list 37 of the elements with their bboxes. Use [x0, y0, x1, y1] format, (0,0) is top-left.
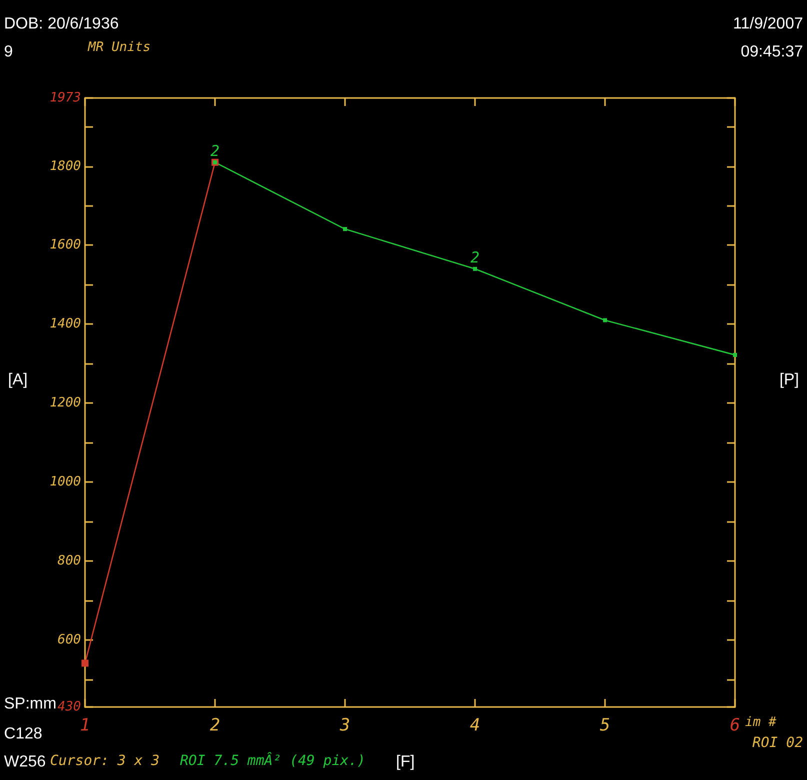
- text: C128: [4, 726, 42, 742]
- x-tick-label: 3: [338, 716, 350, 736]
- annotation: 2: [470, 248, 480, 266]
- y-tick-label: 430: [58, 700, 82, 714]
- text: W256: [4, 754, 46, 770]
- y-tick-label: 1973: [50, 90, 81, 106]
- text: ROI 7.5 mmÂ² (49 pix.): [180, 752, 366, 769]
- text: 11/9/2007: [733, 16, 804, 32]
- point: [473, 266, 477, 271]
- x-tick-label: 2: [210, 716, 220, 736]
- text: 9: [4, 44, 13, 60]
- y-tick-label: 1600: [50, 238, 82, 253]
- text: [F]: [396, 754, 415, 770]
- point: [733, 352, 737, 357]
- text: [A]: [8, 372, 28, 388]
- y-tick-label: 600: [58, 632, 82, 648]
- text: SP:mm: [4, 696, 56, 712]
- y-tick-label: 800: [58, 553, 82, 568]
- text: [P]: [779, 372, 799, 388]
- x-tick-label: 1: [80, 716, 90, 736]
- y-tick-label: 1200: [50, 396, 82, 411]
- text: 09:45:37: [740, 44, 804, 60]
- point: [343, 227, 347, 232]
- y-tick-label: 1000: [50, 474, 82, 490]
- x-tick-label: 6: [730, 716, 740, 736]
- y-tick-label: 1400: [50, 316, 82, 332]
- x-tick-label: 5: [600, 716, 610, 736]
- text: ROI 02: [752, 735, 804, 751]
- y-tick-label: 1800: [50, 158, 82, 174]
- x-axis-title: im #: [745, 715, 776, 730]
- text: DOB: 20/6/1936: [4, 16, 119, 32]
- x-tick-label: 4: [470, 716, 480, 736]
- text: Cursor: 3 x 3: [50, 753, 160, 769]
- y-axis-title: MR Units: [87, 40, 151, 55]
- point: [603, 318, 607, 322]
- annotation: 2: [210, 142, 220, 160]
- point: [82, 660, 88, 667]
